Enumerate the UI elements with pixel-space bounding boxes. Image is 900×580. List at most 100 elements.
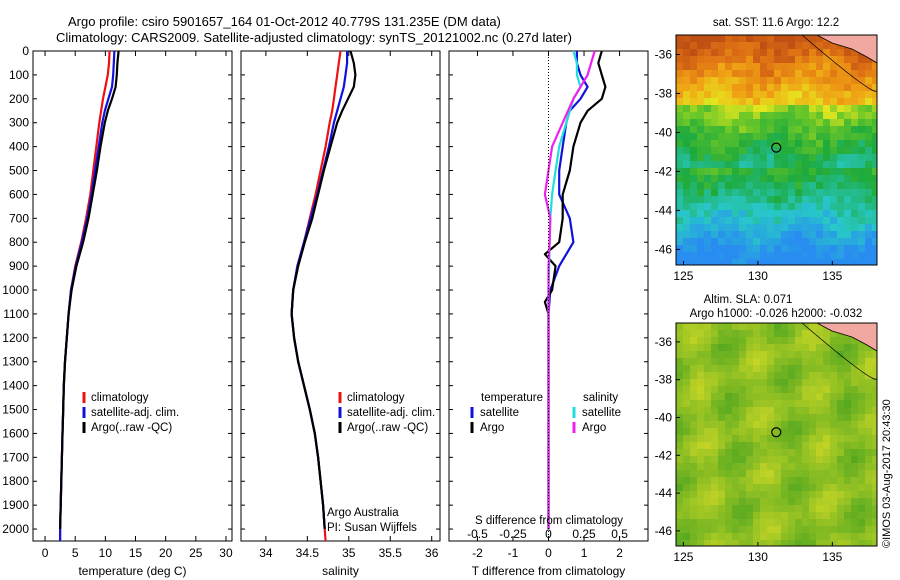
map-cell [697,77,705,85]
map-cell [816,372,824,380]
map-cell [802,91,810,99]
map-cell [718,470,726,478]
map-cell [872,428,877,436]
map-cell [760,477,768,485]
map-cell [823,365,831,373]
map-cell [795,512,803,520]
map-cell [795,154,803,162]
map-cell [802,168,810,176]
map-cell [823,379,831,387]
map-cell [872,372,877,380]
map-cell [704,259,712,265]
map-cell [732,470,740,478]
map-cell [788,400,796,408]
map-cell [788,140,796,148]
map-cell [851,231,859,239]
map-cell [872,365,877,373]
map-cell [816,147,824,155]
map-cell [746,470,754,478]
y-tick-label: 300 [9,116,29,130]
map-cell [725,407,733,415]
map-cell [767,323,775,331]
map-cell [704,133,712,141]
map-cell [816,477,824,485]
map-cell [837,449,845,457]
map-cell [858,56,866,64]
map-cell [816,428,824,436]
map-cell [830,77,838,85]
map-cell [711,49,719,57]
map-cell [732,112,740,120]
map-cell [746,133,754,141]
map-cell [746,119,754,127]
map-cell [781,386,789,394]
map-cell [844,407,852,415]
map-cell [683,407,691,415]
map-cell [830,196,838,204]
map-cell [746,421,754,429]
map-cell [732,56,740,64]
map-cell [809,393,817,401]
map-cell [718,400,726,408]
map-cell [697,112,705,120]
map-cell [760,351,768,359]
map-cell [760,63,768,71]
map-cell [809,372,817,380]
legend-entry: climatology [91,392,149,404]
map-cell [858,421,866,429]
map-cell [725,35,733,43]
map-cell [844,498,852,506]
map-cell [753,182,761,190]
map-cell [858,428,866,436]
map-cell [676,70,684,78]
map-cell [725,189,733,197]
map-cell [823,484,831,492]
map-cell [788,217,796,225]
map-cell [816,245,824,253]
map-cell [823,133,831,141]
map-cell [704,526,712,534]
map-cell [774,231,782,239]
map-cell [753,175,761,183]
map-cell [704,491,712,499]
map-cell [865,484,873,492]
map-cell [676,252,684,260]
map-cell [865,217,873,225]
map-cell [739,210,747,218]
map-cell [844,484,852,492]
map-cell [774,491,782,499]
map-cell [844,112,852,120]
map-cell [802,231,810,239]
map-cell [718,407,726,415]
map-cell [795,449,803,457]
map-cell [739,77,747,85]
map-cell [767,540,775,546]
map-cell [753,70,761,78]
map-cell [844,435,852,443]
map-cell [746,231,754,239]
map-cell [732,449,740,457]
map-cell [711,428,719,436]
map-cell [851,351,859,359]
map-cell [683,49,691,57]
map-cell [802,63,810,71]
map-cell [823,196,831,204]
map-cell [851,386,859,394]
map-cell [767,224,775,232]
map-cell [795,428,803,436]
map-cell [781,84,789,92]
map-cell [809,456,817,464]
map-cell [704,77,712,85]
map-cell [816,91,824,99]
map-cell [718,154,726,162]
map-cell [718,175,726,183]
map-cell [690,414,698,422]
map-cell [753,35,761,43]
map-cell [760,372,768,380]
map-cell [788,63,796,71]
map-cell [676,126,684,134]
map-cell [809,105,817,113]
map-cell [767,435,775,443]
map-cell [816,231,824,239]
map-cell [732,498,740,506]
